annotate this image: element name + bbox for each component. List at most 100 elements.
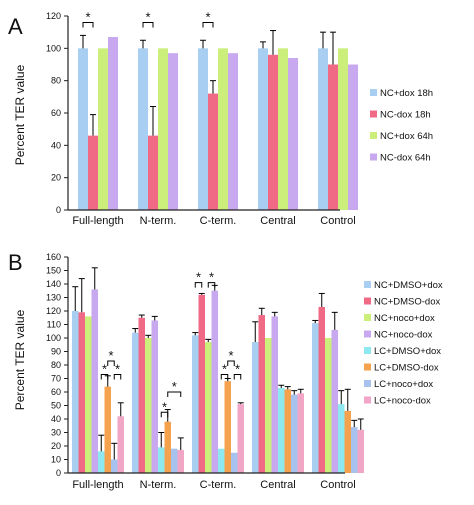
significance-bracket <box>194 282 203 288</box>
significance-bracket <box>227 360 235 366</box>
significance-star: * <box>85 9 90 24</box>
y-tick-label: 150 <box>46 266 61 276</box>
y-tick-label: 80 <box>51 360 61 370</box>
bar <box>271 316 278 473</box>
x-tick-label: Control <box>320 215 355 227</box>
y-tick-label: 40 <box>51 414 61 424</box>
bar <box>328 64 338 210</box>
y-tick-label: 20 <box>51 173 61 183</box>
bar <box>72 311 79 473</box>
bar <box>78 48 88 211</box>
panel-a-plot: 0 20 40 60 80 100 120 Full-length N-term. C-term.… <box>46 9 358 227</box>
bar <box>158 447 165 473</box>
bar <box>192 335 199 473</box>
significance-star: * <box>115 361 120 376</box>
legend-swatch <box>364 396 371 404</box>
y-tick-label: 60 <box>51 108 61 118</box>
bar <box>198 48 208 211</box>
significance-bracket <box>160 411 169 418</box>
bar <box>78 312 85 473</box>
legend-swatch <box>370 153 377 161</box>
bar <box>278 387 285 473</box>
legend-swatch <box>364 347 371 354</box>
significance-bracket <box>202 21 214 28</box>
significance-star: * <box>196 270 201 285</box>
bar <box>297 393 304 473</box>
x-tick-label: C-term. <box>200 215 237 227</box>
y-tick-label: 70 <box>51 374 61 384</box>
x-tick-label: N-term. <box>140 479 177 491</box>
legend-label: NC+DMSO-dox <box>374 297 440 308</box>
bar <box>231 452 238 473</box>
bar <box>312 323 319 473</box>
significance-bracket <box>100 373 109 380</box>
significance-star: * <box>235 361 240 376</box>
bar <box>258 48 268 211</box>
bar <box>258 315 265 473</box>
x-tick-label: Full-length <box>72 215 123 227</box>
bar <box>98 451 105 473</box>
bar <box>252 342 259 473</box>
bar <box>198 294 205 473</box>
y-tick-label: 30 <box>51 428 61 438</box>
significance-star: * <box>172 379 177 394</box>
bar <box>85 316 92 473</box>
x-tick-label: Control <box>320 479 355 491</box>
bar <box>288 58 298 211</box>
panel-b: B Percent TER value 0 10 20 30 40 50 60 70 80 90 1… <box>8 250 443 491</box>
bar <box>91 289 98 473</box>
significance-bracket <box>82 21 94 28</box>
bar <box>205 342 212 473</box>
y-tick-label: 80 <box>51 76 61 86</box>
bar <box>108 37 118 211</box>
significance-star: * <box>102 361 107 376</box>
legend-label: NC-dox 18h <box>380 110 431 121</box>
panel-a: A Percent TER value 0 20 40 60 80 100 120 Full-… <box>8 9 433 227</box>
x-tick-label: C-term. <box>200 479 237 491</box>
y-tick-label: 50 <box>51 401 61 411</box>
significance-bracket <box>207 282 216 288</box>
bar <box>98 48 108 211</box>
legend-label: NC+noco-dox <box>374 330 433 341</box>
bar <box>138 48 148 211</box>
bar <box>237 404 244 473</box>
legend-swatch <box>370 110 377 118</box>
bar <box>171 448 178 473</box>
significance-bracket <box>233 373 242 380</box>
panel-a-legend: NC+dox 18h NC-dox 18h NC+dox 64h NC-dox 64h <box>370 88 433 164</box>
bar <box>344 410 351 473</box>
legend-swatch <box>364 297 371 305</box>
bar <box>338 48 348 211</box>
legend-swatch <box>370 132 377 139</box>
legend-swatch <box>364 363 371 371</box>
bar <box>88 135 98 210</box>
legend-swatch <box>364 281 371 288</box>
bar <box>111 459 118 473</box>
legend-label: LC+noco-dox <box>374 396 431 407</box>
bar <box>148 135 158 210</box>
y-tick-label: 100 <box>46 333 61 343</box>
bar <box>224 381 231 473</box>
y-tick-label: 140 <box>46 279 61 289</box>
y-tick-label: 100 <box>46 43 61 53</box>
panel-a-letter: A <box>8 14 23 39</box>
bar <box>291 394 298 473</box>
legend-swatch <box>370 89 377 96</box>
significance-star: * <box>205 9 210 24</box>
bar <box>228 53 238 210</box>
y-tick-label: 130 <box>46 293 61 303</box>
y-tick-label: 90 <box>51 347 61 357</box>
bar <box>138 317 145 473</box>
legend-label: NC+DMSO+dox <box>374 280 443 291</box>
legend-swatch <box>364 330 371 338</box>
bar <box>348 64 358 210</box>
significance-bracket <box>142 21 154 28</box>
legend-label: LC+DMSO-dox <box>374 363 439 374</box>
x-tick-label: Central <box>260 479 295 491</box>
significance-star: * <box>222 361 227 376</box>
y-tick-label: 110 <box>47 320 61 330</box>
panel-a-y-axis-label: Percent TER value <box>13 64 27 165</box>
legend-label: NC-dox 64h <box>380 153 431 164</box>
significance-bracket <box>107 360 115 366</box>
legend-label: NC+dox 18h <box>380 88 433 99</box>
